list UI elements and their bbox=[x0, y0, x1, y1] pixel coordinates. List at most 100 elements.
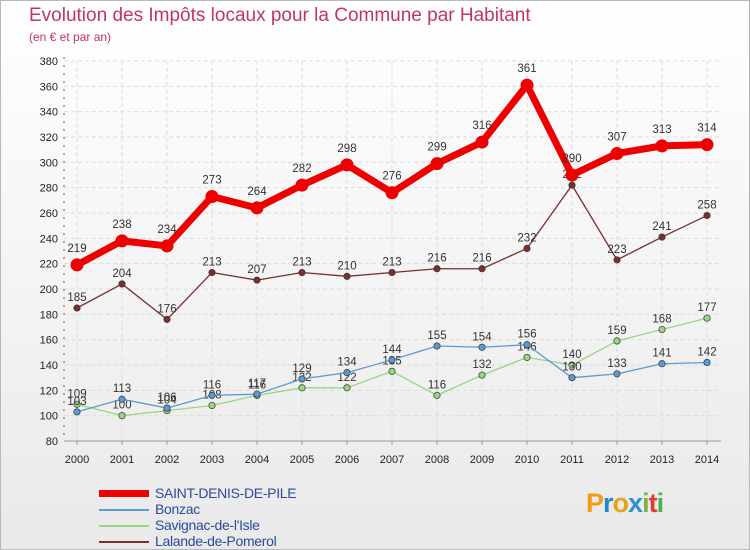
data-label-bonzac: 117 bbox=[248, 378, 266, 390]
data-label-lalande-de-pomerol: 223 bbox=[607, 244, 626, 256]
data-point-savignac-de-l-isle bbox=[658, 325, 666, 334]
data-label-savignac-de-l-isle: 104 bbox=[157, 395, 177, 407]
y-tick-label: 340 bbox=[40, 107, 58, 119]
data-label-savignac-de-l-isle: 140 bbox=[562, 349, 581, 361]
data-point-bonzac bbox=[523, 341, 531, 349]
data-label-lalande-de-pomerol: 213 bbox=[202, 257, 221, 269]
data-label-bonzac: 144 bbox=[382, 344, 402, 356]
data-point-bonzac bbox=[73, 408, 81, 416]
x-tick-label: 2005 bbox=[290, 454, 314, 466]
data-label-saint-denis-de-pile: 238 bbox=[112, 219, 131, 231]
y-tick-label: 300 bbox=[40, 157, 58, 169]
legend-label: SAINT-DENIS-DE-PILE bbox=[155, 485, 297, 501]
data-label-saint-denis-de-pile: 316 bbox=[472, 120, 491, 132]
y-tick-label: 80 bbox=[46, 436, 58, 448]
data-point-saint-denis-de-pile bbox=[340, 158, 354, 172]
data-label-saint-denis-de-pile: 307 bbox=[607, 131, 626, 143]
data-label-savignac-de-l-isle: 116 bbox=[428, 379, 446, 391]
data-point-lalande-de-pomerol bbox=[118, 280, 126, 288]
data-point-bonzac bbox=[433, 342, 441, 350]
data-point-bonzac bbox=[298, 375, 306, 383]
legend-label: Savignac-de-l'Isle bbox=[155, 517, 260, 533]
data-label-saint-denis-de-pile: 290 bbox=[562, 153, 581, 165]
legend-swatch bbox=[99, 541, 149, 543]
x-tick-label: 2011 bbox=[560, 454, 584, 466]
y-tick-label: 260 bbox=[40, 208, 58, 220]
data-label-saint-denis-de-pile: 276 bbox=[382, 171, 401, 183]
data-point-lalande-de-pomerol bbox=[253, 276, 261, 284]
data-label-saint-denis-de-pile: 264 bbox=[247, 186, 267, 198]
legend-swatch bbox=[99, 509, 149, 511]
data-point-savignac-de-l-isle bbox=[433, 391, 441, 399]
data-label-bonzac: 156 bbox=[517, 329, 536, 341]
data-point-saint-denis-de-pile bbox=[295, 178, 309, 192]
data-label-bonzac: 133 bbox=[607, 358, 626, 370]
logo-letter: r bbox=[603, 488, 613, 518]
y-tick-label: 200 bbox=[40, 284, 58, 296]
data-point-saint-denis-de-pile bbox=[160, 239, 174, 253]
data-point-savignac-de-l-isle bbox=[118, 412, 126, 420]
data-label-lalande-de-pomerol: 207 bbox=[247, 264, 266, 276]
logo-letter: o bbox=[612, 488, 629, 518]
data-label-lalande-de-pomerol: 210 bbox=[337, 260, 356, 272]
chart-title: Evolution des Impôts locaux pour la Comm… bbox=[29, 5, 531, 26]
data-point-saint-denis-de-pile bbox=[115, 234, 129, 248]
x-tick-label: 2012 bbox=[605, 454, 629, 466]
data-label-saint-denis-de-pile: 361 bbox=[517, 63, 536, 75]
y-tick-label: 180 bbox=[40, 309, 58, 321]
data-label-savignac-de-l-isle: 122 bbox=[337, 372, 356, 384]
logo-letter: t bbox=[648, 488, 658, 518]
data-point-lalande-de-pomerol bbox=[388, 268, 396, 277]
data-label-lalande-de-pomerol: 258 bbox=[697, 200, 716, 212]
data-label-saint-denis-de-pile: 299 bbox=[427, 142, 446, 154]
data-label-bonzac: 155 bbox=[427, 330, 446, 342]
data-label-lalande-de-pomerol: 185 bbox=[67, 292, 86, 304]
data-point-lalande-de-pomerol bbox=[478, 265, 486, 273]
data-point-lalande-de-pomerol bbox=[73, 304, 81, 312]
data-point-saint-denis-de-pile bbox=[475, 135, 489, 149]
data-label-savignac-de-l-isle: 177 bbox=[697, 302, 716, 314]
data-point-savignac-de-l-isle bbox=[343, 384, 351, 392]
data-point-saint-denis-de-pile bbox=[70, 258, 84, 272]
legend-label: Lalande-de-Pomerol bbox=[155, 533, 277, 549]
legend-label: Bonzac bbox=[155, 501, 200, 517]
logo-letter: x bbox=[628, 488, 643, 518]
x-tick-label: 2002 bbox=[155, 454, 179, 466]
data-point-lalande-de-pomerol bbox=[658, 233, 666, 241]
data-point-saint-denis-de-pile bbox=[610, 146, 624, 160]
data-label-lalande-de-pomerol: 216 bbox=[472, 253, 491, 265]
proxiti-logo: Proxiti bbox=[586, 488, 664, 519]
data-point-saint-denis-de-pile bbox=[700, 138, 714, 152]
data-label-saint-denis-de-pile: 234 bbox=[157, 224, 177, 236]
data-label-savignac-de-l-isle: 168 bbox=[652, 314, 671, 326]
data-label-saint-denis-de-pile: 219 bbox=[67, 243, 86, 255]
data-point-bonzac bbox=[343, 369, 351, 377]
data-label-savignac-de-l-isle: 109 bbox=[67, 388, 86, 400]
x-tick-label: 2006 bbox=[335, 454, 359, 466]
data-label-saint-denis-de-pile: 298 bbox=[337, 143, 356, 155]
data-label-bonzac: 113 bbox=[113, 383, 131, 395]
y-tick-label: 360 bbox=[40, 81, 58, 93]
data-label-saint-denis-de-pile: 313 bbox=[652, 124, 671, 136]
data-point-bonzac bbox=[388, 356, 396, 364]
data-point-lalande-de-pomerol bbox=[208, 268, 216, 277]
data-point-lalande-de-pomerol bbox=[523, 244, 531, 253]
data-label-lalande-de-pomerol: 241 bbox=[652, 221, 671, 233]
x-tick-label: 2013 bbox=[650, 454, 674, 466]
x-tick-label: 2001 bbox=[110, 454, 134, 466]
data-label-savignac-de-l-isle: 100 bbox=[112, 400, 131, 412]
y-tick-label: 380 bbox=[40, 56, 58, 68]
y-tick-label: 320 bbox=[40, 132, 58, 144]
data-label-savignac-de-l-isle: 159 bbox=[607, 325, 626, 337]
data-label-lalande-de-pomerol: 232 bbox=[517, 232, 536, 244]
data-label-saint-denis-de-pile: 273 bbox=[202, 175, 221, 187]
data-point-bonzac bbox=[208, 391, 216, 399]
data-point-lalande-de-pomerol bbox=[433, 265, 441, 273]
x-tick-label: 2003 bbox=[200, 454, 224, 466]
x-tick-label: 2009 bbox=[470, 454, 494, 466]
chart-subtitle: (en € et par an) bbox=[29, 30, 112, 44]
data-label-lalande-de-pomerol: 176 bbox=[157, 303, 176, 315]
data-point-bonzac bbox=[703, 358, 711, 367]
data-point-bonzac bbox=[118, 395, 126, 403]
